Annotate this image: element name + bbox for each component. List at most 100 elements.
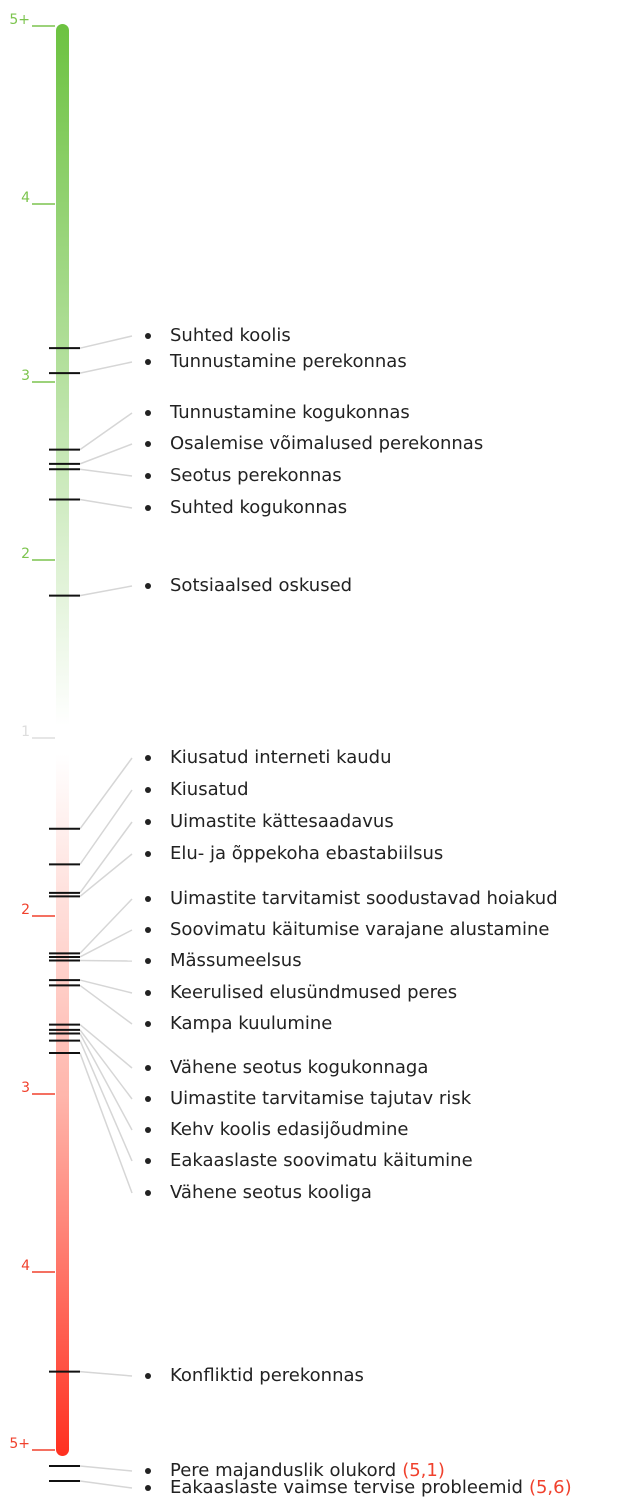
- bullet: [145, 1468, 151, 1474]
- factor-label: Eakaaslaste vaimse tervise probleemid (5,…: [170, 1477, 572, 1497]
- tick-label: 3: [21, 1080, 30, 1096]
- factor-name: Elu- ja õppekoha ebastabiilsus: [170, 843, 443, 864]
- factor-label: Kampa kuulumine: [170, 1013, 332, 1034]
- bullet: [145, 1158, 151, 1164]
- bullet: [145, 755, 151, 761]
- factor-name: Uimastite tarvitamist soodustavad hoiaku…: [170, 888, 558, 909]
- factor-label: Soovimatu käitumise varajane alustamine: [170, 919, 549, 940]
- connector: [79, 1029, 133, 1100]
- bullet: [145, 1485, 151, 1491]
- factor-name: Uimastite tarvitamise tajutav risk: [170, 1088, 472, 1109]
- tick-label: 1: [21, 724, 30, 740]
- factor-name: Vähene seotus kogukonnaga: [170, 1057, 428, 1078]
- tick-label: 5+: [9, 12, 30, 28]
- factor-name: Eakaaslaste soovimatu käitumine: [170, 1150, 473, 1171]
- connector: [79, 1465, 133, 1472]
- bullet: [145, 410, 151, 416]
- factor-name: Uimastite kättesaadavus: [170, 811, 394, 832]
- tick-label: 5+: [9, 1436, 30, 1452]
- bullet: [145, 1096, 151, 1102]
- tick-label: 3: [21, 368, 30, 384]
- connector: [79, 898, 133, 954]
- factor-label: Suhted koolis: [170, 325, 291, 346]
- factor-label: Uimastite tarvitamise tajutav risk: [170, 1088, 472, 1109]
- connector: [79, 984, 133, 1025]
- connector: [79, 1480, 133, 1489]
- factor-name: Suhted kogukonnas: [170, 497, 347, 518]
- factor-label: Vähene seotus kooliga: [170, 1182, 372, 1203]
- bullet: [145, 473, 151, 479]
- connector: [79, 1052, 133, 1194]
- factor-name: Osalemise võimalused perekonnas: [170, 433, 483, 454]
- bullet: [145, 1373, 151, 1379]
- factor-label: Kiusatud interneti kaudu: [170, 747, 392, 768]
- factor-label: Uimastite tarvitamist soodustavad hoiaku…: [170, 888, 558, 909]
- factor-label: Sotsiaalsed oskused: [170, 575, 352, 596]
- factor-label: Kehv koolis edasijõudmine: [170, 1119, 408, 1140]
- factor-name: Pere majanduslik olukord: [170, 1460, 396, 1481]
- connector: [79, 929, 133, 958]
- bullet: [145, 958, 151, 964]
- connector: [79, 1040, 133, 1162]
- bullet: [145, 583, 151, 589]
- bullet: [145, 441, 151, 447]
- factor-name: Kampa kuulumine: [170, 1013, 332, 1034]
- connector: [79, 1370, 133, 1377]
- bullet: [145, 1190, 151, 1196]
- factor-label: Elu- ja õppekoha ebastabiilsus: [170, 843, 443, 864]
- connector: [79, 979, 133, 994]
- factor-name: Mässumeelsus: [170, 950, 302, 971]
- bullet: [145, 1065, 151, 1071]
- factor-name: Konfliktid perekonnas: [170, 1365, 364, 1386]
- factor-name: Tunnustamine kogukonnas: [169, 402, 410, 423]
- bullet: [145, 896, 151, 902]
- tick-label: 2: [21, 546, 30, 562]
- factor-name: Tunnustamine perekonnas: [169, 351, 407, 372]
- connector: [79, 443, 133, 465]
- factor-label: Tunnustamine perekonnas: [169, 351, 407, 372]
- factor-name: Kiusatud interneti kaudu: [170, 747, 392, 768]
- factor-label: Osalemise võimalused perekonnas: [170, 433, 483, 454]
- scale-bar: [56, 24, 69, 1456]
- connector: [79, 853, 133, 898]
- connector: [79, 585, 133, 597]
- factor-name: Eakaaslaste vaimse tervise probleemid: [170, 1477, 523, 1497]
- factor-label: Kiusatud: [170, 779, 249, 800]
- connector: [79, 335, 133, 349]
- bullet: [145, 819, 151, 825]
- factor-label: Seotus perekonnas: [170, 465, 342, 486]
- connector: [79, 757, 133, 830]
- factor-label: Uimastite kättesaadavus: [170, 811, 394, 832]
- bullet: [145, 505, 151, 511]
- factor-label: Vähene seotus kogukonnaga: [170, 1057, 428, 1078]
- factor-label: Pere majanduslik olukord (5,1): [170, 1460, 445, 1481]
- factor-name: Kehv koolis edasijõudmine: [170, 1119, 408, 1140]
- factor-name: Keerulised elusündmused peres: [170, 982, 457, 1003]
- bullet: [145, 851, 151, 857]
- bullet: [145, 927, 151, 933]
- tick-label: 4: [21, 1258, 30, 1274]
- bullet: [145, 787, 151, 793]
- value-label: (5,6): [529, 1477, 572, 1497]
- factor-label: Konfliktid perekonnas: [170, 1365, 364, 1386]
- connector: [79, 361, 133, 374]
- factor-name: Seotus perekonnas: [170, 465, 342, 486]
- factor-label: Eakaaslaste soovimatu käitumine: [170, 1150, 473, 1171]
- bullet: [145, 333, 151, 339]
- factor-label: Keerulised elusündmused peres: [170, 982, 457, 1003]
- connector: [79, 821, 133, 894]
- factor-name: Soovimatu käitumise varajane alustamine: [170, 919, 549, 940]
- factor-label: Tunnustamine kogukonnas: [169, 402, 410, 423]
- bullet: [145, 359, 151, 365]
- connector: [79, 789, 133, 865]
- connector: [79, 1024, 133, 1069]
- bullet: [145, 990, 151, 996]
- connector: [79, 468, 133, 477]
- factor-name: Vähene seotus kooliga: [170, 1182, 372, 1203]
- bullet: [145, 1021, 151, 1027]
- connector: [79, 1033, 133, 1131]
- connector: [79, 498, 133, 509]
- factor-name: Suhted koolis: [170, 325, 291, 346]
- factor-label: Mässumeelsus: [170, 950, 302, 971]
